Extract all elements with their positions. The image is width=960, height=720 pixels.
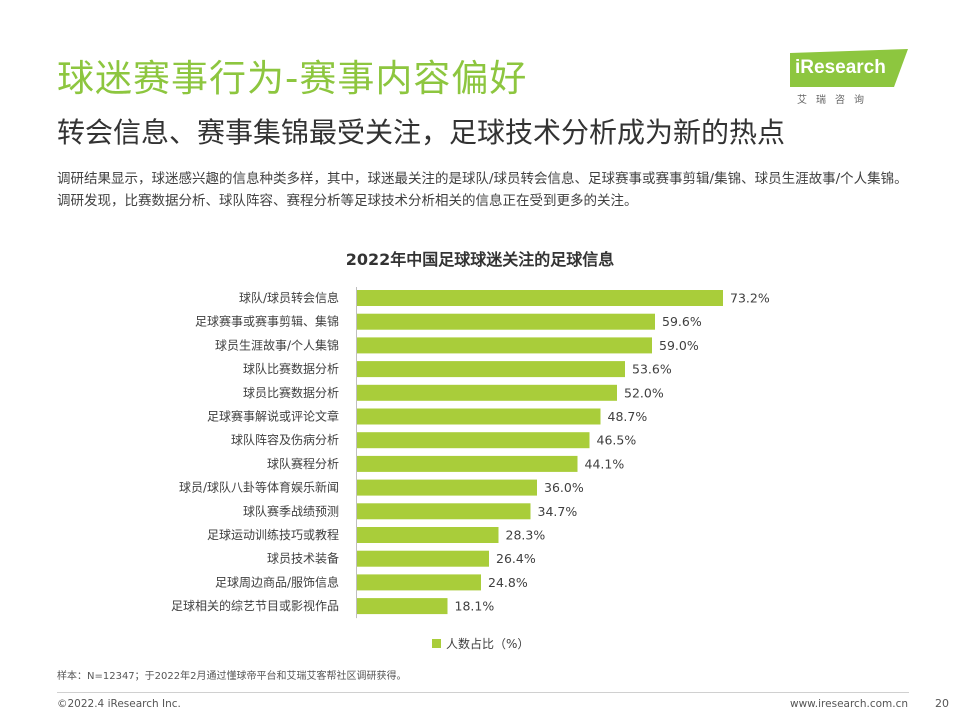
category-label: 球队比赛数据分析 [243, 361, 339, 376]
iresearch-logo: iResearch 艾瑞咨询 [790, 49, 912, 109]
category-label: 球员生涯故事/个人集锦 [215, 337, 339, 352]
value-label: 26.4% [496, 551, 536, 566]
category-label: 足球周边商品/服饰信息 [215, 574, 339, 589]
bar [357, 408, 601, 425]
value-label: 34.7% [538, 504, 578, 519]
chart-legend: 人数占比（%） [432, 635, 529, 652]
bar-chart: 球队/球员转会信息 73.2% 足球赛事或赛事剪辑、集锦 59.6% 球员生涯故事/个人… [171, 287, 770, 619]
bar [357, 503, 531, 520]
bar [357, 432, 590, 449]
category-label: 球队阵容及伤病分析 [231, 432, 339, 447]
value-label: 44.1% [585, 456, 625, 471]
page-title: 球迷赛事行为-赛事内容偏好 [57, 57, 528, 100]
category-label: 球队/球员转会信息 [239, 290, 339, 305]
source-note: 样本：N=12347；于2022年2月通过懂球帝平台和艾瑞艾客帮社区调研获得。 [57, 671, 407, 682]
page-subtitle: 转会信息、赛事集锦最受关注，足球技术分析成为新的热点 [57, 116, 786, 149]
page-description: 调研结果显示，球迷感兴趣的信息种类多样，其中，球迷最关注的是球队/球员转会信息、… [57, 171, 908, 209]
bar [357, 290, 723, 306]
value-label: 46.5% [597, 433, 637, 448]
chart-title: 2022年中国足球球迷关注的足球信息 [345, 250, 615, 269]
legend-label: 人数占比（%） [446, 637, 530, 651]
category-label: 球队赛程分析 [267, 456, 339, 471]
bar [357, 313, 655, 330]
bar [357, 598, 448, 615]
bar [357, 550, 489, 567]
value-label: 53.6% [632, 362, 672, 377]
value-label: 24.8% [488, 575, 528, 590]
footer-website: www.iresearch.com.cn [790, 698, 909, 710]
value-label: 73.2% [730, 291, 770, 306]
logo-badge-icon [790, 49, 908, 87]
category-label: 球队赛季战绩预测 [243, 503, 339, 518]
category-label: 足球赛事解说或评论文章 [207, 409, 339, 424]
category-label: 足球运动训练技巧或教程 [207, 527, 339, 542]
bar [357, 361, 625, 378]
bar [357, 479, 537, 496]
category-label: 足球赛事或赛事剪辑、集锦 [195, 314, 339, 329]
logo-text: iResearch [795, 57, 886, 78]
value-label: 36.0% [544, 480, 584, 495]
value-label: 18.1% [455, 599, 495, 614]
value-label: 59.6% [662, 314, 702, 329]
footer-divider [57, 692, 909, 693]
value-label: 52.0% [624, 385, 664, 400]
value-label: 28.3% [506, 528, 546, 543]
category-label: 球员比赛数据分析 [243, 385, 339, 400]
page-number: 20 [935, 697, 949, 710]
value-label: 48.7% [608, 409, 648, 424]
category-label: 足球相关的综艺节目或影视作品 [171, 598, 339, 613]
category-label: 球员技术装备 [267, 552, 339, 566]
bar [357, 527, 499, 543]
bar [357, 337, 652, 354]
bar [357, 384, 617, 401]
footer-copyright: ©2022.4 iResearch Inc. [57, 698, 181, 710]
value-label: 59.0% [659, 338, 699, 353]
category-label: 球员/球队八卦等体育娱乐新闻 [179, 480, 339, 495]
logo-subtext: 艾瑞咨询 [797, 95, 873, 106]
bar [357, 574, 481, 591]
legend-swatch [432, 639, 441, 648]
bar [357, 455, 578, 472]
